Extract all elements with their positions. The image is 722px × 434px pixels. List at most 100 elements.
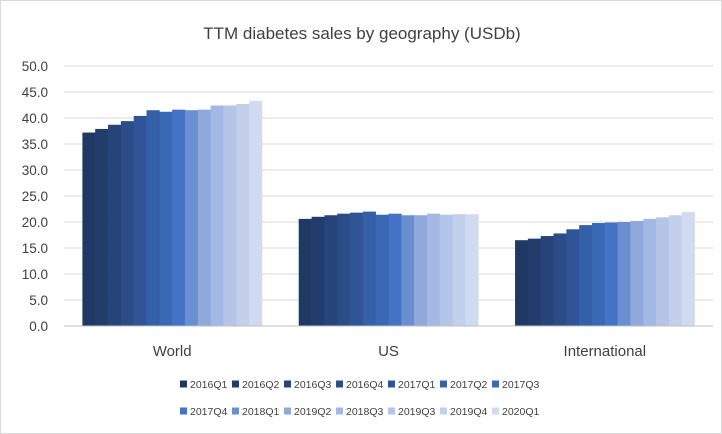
bar-world-2019q3 <box>223 105 237 327</box>
legend-swatch <box>388 407 395 415</box>
bar-international-2018q3 <box>643 218 657 326</box>
bar-us-2017q3 <box>375 214 389 326</box>
bar-us-2016q1 <box>298 218 312 326</box>
bar-us-2016q2 <box>311 216 325 326</box>
legend-label: 2016Q4 <box>346 379 384 391</box>
bar-world-2016q2 <box>95 128 109 326</box>
y-tick-label: 35.0 <box>22 137 48 152</box>
x-axis: World US International <box>153 343 646 360</box>
bar-us-2019q3 <box>439 214 453 326</box>
bar-world-2017q3 <box>159 111 173 326</box>
legend-swatch <box>388 380 395 388</box>
legend-item: 2016Q2 <box>232 379 280 391</box>
bar-international-2016q2 <box>527 238 542 326</box>
bar-international-2019q3 <box>656 217 670 326</box>
y-tick-label: 5.0 <box>29 293 48 308</box>
bar-us-2017q4 <box>388 213 402 326</box>
bar-world-2016q4 <box>120 121 134 327</box>
legend-item: 2018Q1 <box>232 406 280 418</box>
bar-world-2016q1 <box>82 132 96 326</box>
bar-world-2017q4 <box>172 109 186 327</box>
category-label: World <box>153 343 192 360</box>
bar-international-2017q2 <box>579 225 593 326</box>
legend-swatch <box>284 407 291 415</box>
bar-world-2018q3 <box>210 105 224 327</box>
legend-label: 2017Q1 <box>398 379 436 391</box>
legend-label: 2016Q2 <box>242 379 280 391</box>
bar-us-2017q1 <box>350 212 364 326</box>
legend-item: 2016Q4 <box>336 379 384 391</box>
legend-item: 2017Q4 <box>180 406 228 418</box>
legend-item: 2019Q3 <box>388 406 436 418</box>
bar-world-2016q3 <box>108 124 122 326</box>
bar-international-2017q1 <box>566 229 580 326</box>
bar-international-2016q1 <box>515 240 529 326</box>
bar-international-2016q4 <box>553 233 567 326</box>
legend-item: 2017Q1 <box>388 379 436 391</box>
legend-swatch <box>440 380 447 388</box>
legend-item: 2017Q2 <box>440 379 488 391</box>
bar-international-2019q4 <box>668 215 683 326</box>
legend-item: 2017Q3 <box>492 379 540 391</box>
bar-world-2018q1 <box>184 110 199 326</box>
y-tick-label: 30.0 <box>22 163 48 178</box>
legend-item: 2016Q3 <box>284 379 332 391</box>
legend-label: 2018Q1 <box>242 406 280 418</box>
legend-item: 2018Q3 <box>336 406 384 418</box>
category-label: International <box>564 343 647 360</box>
legend-swatch <box>180 407 187 415</box>
bar-international-2018q1 <box>617 222 631 326</box>
bar-world-2017q1 <box>133 115 147 326</box>
bar-world-2019q4 <box>236 103 250 327</box>
bar-us-2019q2 <box>414 215 428 326</box>
legend-swatch <box>440 407 447 415</box>
bar-us-2019q4 <box>452 214 466 326</box>
legend-label: 2019Q3 <box>398 406 436 418</box>
bars <box>82 100 695 327</box>
legend-item: 2020Q1 <box>492 406 540 418</box>
legend-item: 2019Q4 <box>440 406 488 418</box>
legend-label: 2017Q3 <box>502 379 540 391</box>
bar-international-2019q2 <box>630 220 644 326</box>
legend-label: 2017Q2 <box>450 379 488 391</box>
legend-item: 2019Q2 <box>284 406 332 418</box>
y-tick-label: 20.0 <box>22 215 48 230</box>
y-axis: 0.0 5.0 10.0 15.0 20.0 25.0 30.0 35.0 40.0 45.0 50… <box>22 59 48 334</box>
bar-international-2017q3 <box>592 223 606 326</box>
y-tick-label: 25.0 <box>22 189 48 204</box>
bar-world-2019q2 <box>197 109 211 327</box>
y-tick-label: 45.0 <box>22 85 48 100</box>
chart-title: TTM diabetes sales by geography (USDb) <box>203 24 520 43</box>
legend-label: 2017Q4 <box>190 406 228 418</box>
bar-international-2017q4 <box>604 222 618 326</box>
legend-label: 2018Q3 <box>346 406 384 418</box>
bar-us-2018q1 <box>401 215 415 326</box>
legend-label: 2016Q3 <box>294 379 332 391</box>
y-tick-label: 40.0 <box>22 111 48 126</box>
legend-label: 2020Q1 <box>502 406 540 418</box>
legend-swatch <box>180 380 187 388</box>
y-tick-label: 0.0 <box>29 319 48 334</box>
legend-label: 2016Q1 <box>190 379 228 391</box>
bar-us-2017q2 <box>362 211 376 326</box>
legend-label: 2019Q4 <box>450 406 488 418</box>
category-label: US <box>378 343 399 360</box>
y-tick-label: 10.0 <box>22 267 48 282</box>
legend-swatch <box>492 380 499 388</box>
legend-swatch <box>336 407 343 415</box>
legend-item: 2016Q1 <box>180 379 228 391</box>
bar-international-2016q3 <box>540 236 554 326</box>
bar-us-2016q4 <box>337 213 351 326</box>
bar-us-2018q3 <box>426 213 441 326</box>
legend-swatch <box>232 380 239 388</box>
legend-swatch <box>232 407 239 415</box>
legend-swatch <box>284 380 291 388</box>
legend: 2016Q1 2016Q2 2016Q3 2016Q4 2017Q1 2017Q2 2017… <box>180 379 540 418</box>
legend-swatch <box>336 380 343 388</box>
bar-world-2020q1 <box>249 100 263 326</box>
bar-us-2020q1 <box>465 214 479 326</box>
y-tick-label: 15.0 <box>22 241 48 256</box>
bar-us-2016q3 <box>324 215 338 326</box>
